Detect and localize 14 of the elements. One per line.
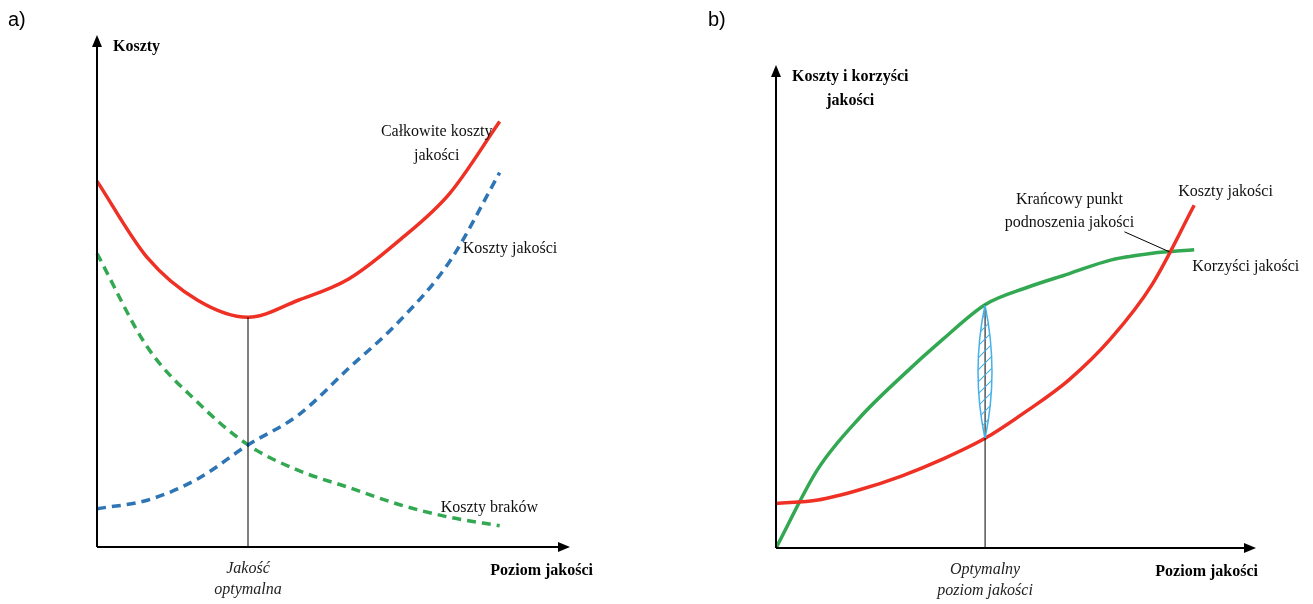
chart-title: b) (708, 7, 726, 30)
x-axis-title: Poziom jakości (490, 561, 594, 580)
series-label: Koszty braków (440, 497, 539, 516)
series-label: Koszty jakości (462, 238, 558, 257)
series-label: Całkowite koszty jakości (380, 121, 493, 164)
series-label: Korzyści jakości (1192, 257, 1300, 276)
chart-title: a) (8, 7, 26, 30)
series-label: Koszty jakości (1178, 182, 1274, 201)
y-axis-title: Koszty (113, 37, 161, 56)
x-axis-title: Poziom jakości (1155, 562, 1259, 581)
annotation: Krańcowy punkt podnoszenia jakości (1004, 190, 1135, 232)
y-axis-title: Koszty i korzyści jakości (792, 67, 909, 110)
text: Optymalny poziom jakości (936, 560, 1033, 600)
text: Jakość optymalna (214, 559, 282, 599)
